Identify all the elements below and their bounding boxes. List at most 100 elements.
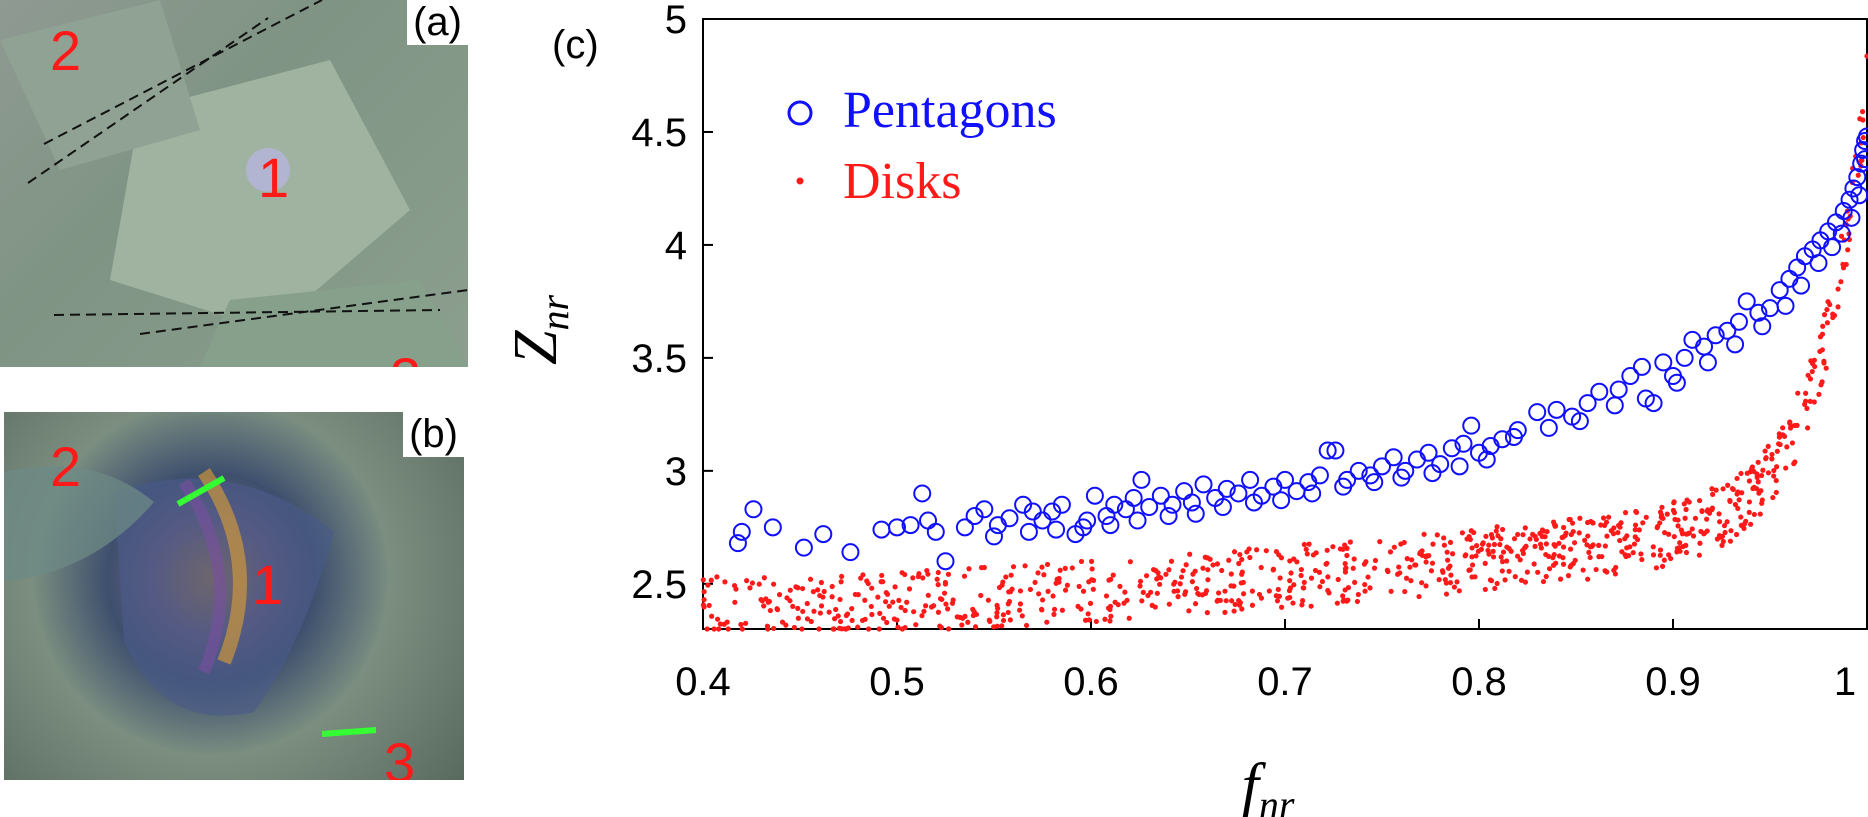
disk-point: [1765, 443, 1771, 449]
pentagon-point: [1229, 484, 1248, 503]
disk-point: [1506, 546, 1512, 552]
pentagon-point: [1644, 394, 1663, 413]
disk-point: [1511, 536, 1518, 542]
disk-point: [1270, 566, 1277, 572]
disk-point: [1005, 609, 1011, 616]
disk-point: [1466, 567, 1472, 573]
photo-panel-a: (a) 2 1 3: [0, 0, 468, 367]
disk-point: [1454, 579, 1460, 585]
disk-point: [1560, 555, 1566, 561]
disk-point: [826, 609, 832, 615]
disk-point: [1090, 577, 1097, 583]
disk-point: [978, 565, 985, 571]
disk-point: [1232, 601, 1238, 608]
disk-point: [913, 622, 919, 628]
disk-point: [1776, 434, 1782, 440]
disk-point: [1588, 518, 1594, 525]
disk-point: [1544, 528, 1550, 535]
disk-point: [1326, 590, 1332, 596]
disk-point: [711, 626, 717, 632]
disk-point: [793, 584, 799, 590]
disk-point: [1035, 570, 1041, 576]
disk-point: [1787, 420, 1793, 426]
disk-point: [1634, 536, 1641, 543]
disk-point: [714, 616, 721, 622]
disk-point: [1587, 544, 1594, 550]
disk-point: [994, 610, 1000, 616]
disk-point: [1236, 602, 1243, 608]
disk-point: [783, 622, 789, 628]
disk-point: [1352, 579, 1358, 585]
disk-point: [804, 600, 810, 607]
disk-point: [1342, 587, 1348, 593]
disk-point: [1177, 581, 1183, 587]
disk-point: [1550, 519, 1557, 525]
disk-point: [1586, 549, 1592, 556]
disk-point: [1817, 348, 1823, 355]
disk-point: [1192, 568, 1198, 574]
disk-point: [1630, 550, 1636, 556]
disk-point: [1640, 520, 1646, 526]
disk-point: [1367, 585, 1373, 591]
disk-point: [1725, 482, 1731, 488]
disk-point: [1739, 490, 1745, 496]
disk-point: [761, 603, 767, 609]
disk-point: [1537, 541, 1544, 547]
disk-point: [1078, 606, 1084, 612]
disk-point: [945, 571, 952, 577]
disk-point: [1686, 530, 1692, 536]
pentagon-point: [1570, 412, 1589, 431]
disk-point: [709, 613, 715, 619]
disk-point: [1633, 509, 1640, 515]
pentagon-point: [1252, 486, 1271, 505]
disk-point: [1543, 541, 1549, 547]
green-contact-line-2: [321, 727, 377, 737]
pentagon-point: [1695, 337, 1714, 356]
disk-point: [764, 623, 771, 629]
disk-point: [1298, 572, 1304, 579]
disk-point: [1087, 600, 1094, 606]
disk-point: [1207, 556, 1213, 562]
axis-ticks: 0.4 0.5 0.6 0.7 0.8 0.9 1 2.5 3 3.5 4 4.5 5: [631, 0, 1868, 704]
disk-point: [1552, 523, 1559, 529]
pentagon-point: [1856, 132, 1868, 150]
disk-point: [1345, 597, 1351, 603]
disk-point: [1228, 583, 1234, 589]
disk-point: [1773, 489, 1779, 496]
disk-point: [700, 577, 706, 583]
disk-point: [1744, 470, 1750, 476]
disk-point: [1404, 556, 1410, 562]
disk-point: [1492, 585, 1498, 592]
disk-point: [774, 607, 781, 613]
panel-b-number-1: 1: [252, 553, 284, 616]
disk-point: [1062, 587, 1069, 593]
disk-point: [1602, 568, 1608, 574]
disk-point: [1479, 541, 1486, 547]
disk-point: [1502, 577, 1508, 583]
pentagon-3: [200, 280, 468, 367]
disk-point: [1551, 522, 1558, 528]
disk-point: [1003, 574, 1009, 580]
pentagon-point: [1047, 520, 1066, 539]
disk-point: [1590, 520, 1596, 526]
disk-point: [1466, 534, 1472, 540]
disk-point: [1306, 541, 1312, 547]
disk-point: [1152, 604, 1158, 610]
disk-point: [1216, 590, 1222, 596]
disk-point: [1239, 556, 1245, 563]
pentagon-point: [1683, 330, 1702, 349]
disk-point: [1683, 506, 1689, 513]
disk-point: [1565, 573, 1572, 579]
disk-point: [1010, 564, 1017, 570]
disk-point: [1121, 600, 1127, 606]
disk-point: [1624, 545, 1630, 551]
pentagon-point: [1101, 516, 1120, 535]
disk-point: [986, 617, 992, 623]
disk-point: [1342, 566, 1349, 572]
disk-point: [1843, 222, 1850, 228]
disk-point: [1347, 539, 1353, 545]
disk-point: [1222, 588, 1228, 594]
disk-point: [1486, 551, 1492, 557]
pentagon-point: [1481, 437, 1500, 455]
disk-point: [1041, 572, 1047, 578]
